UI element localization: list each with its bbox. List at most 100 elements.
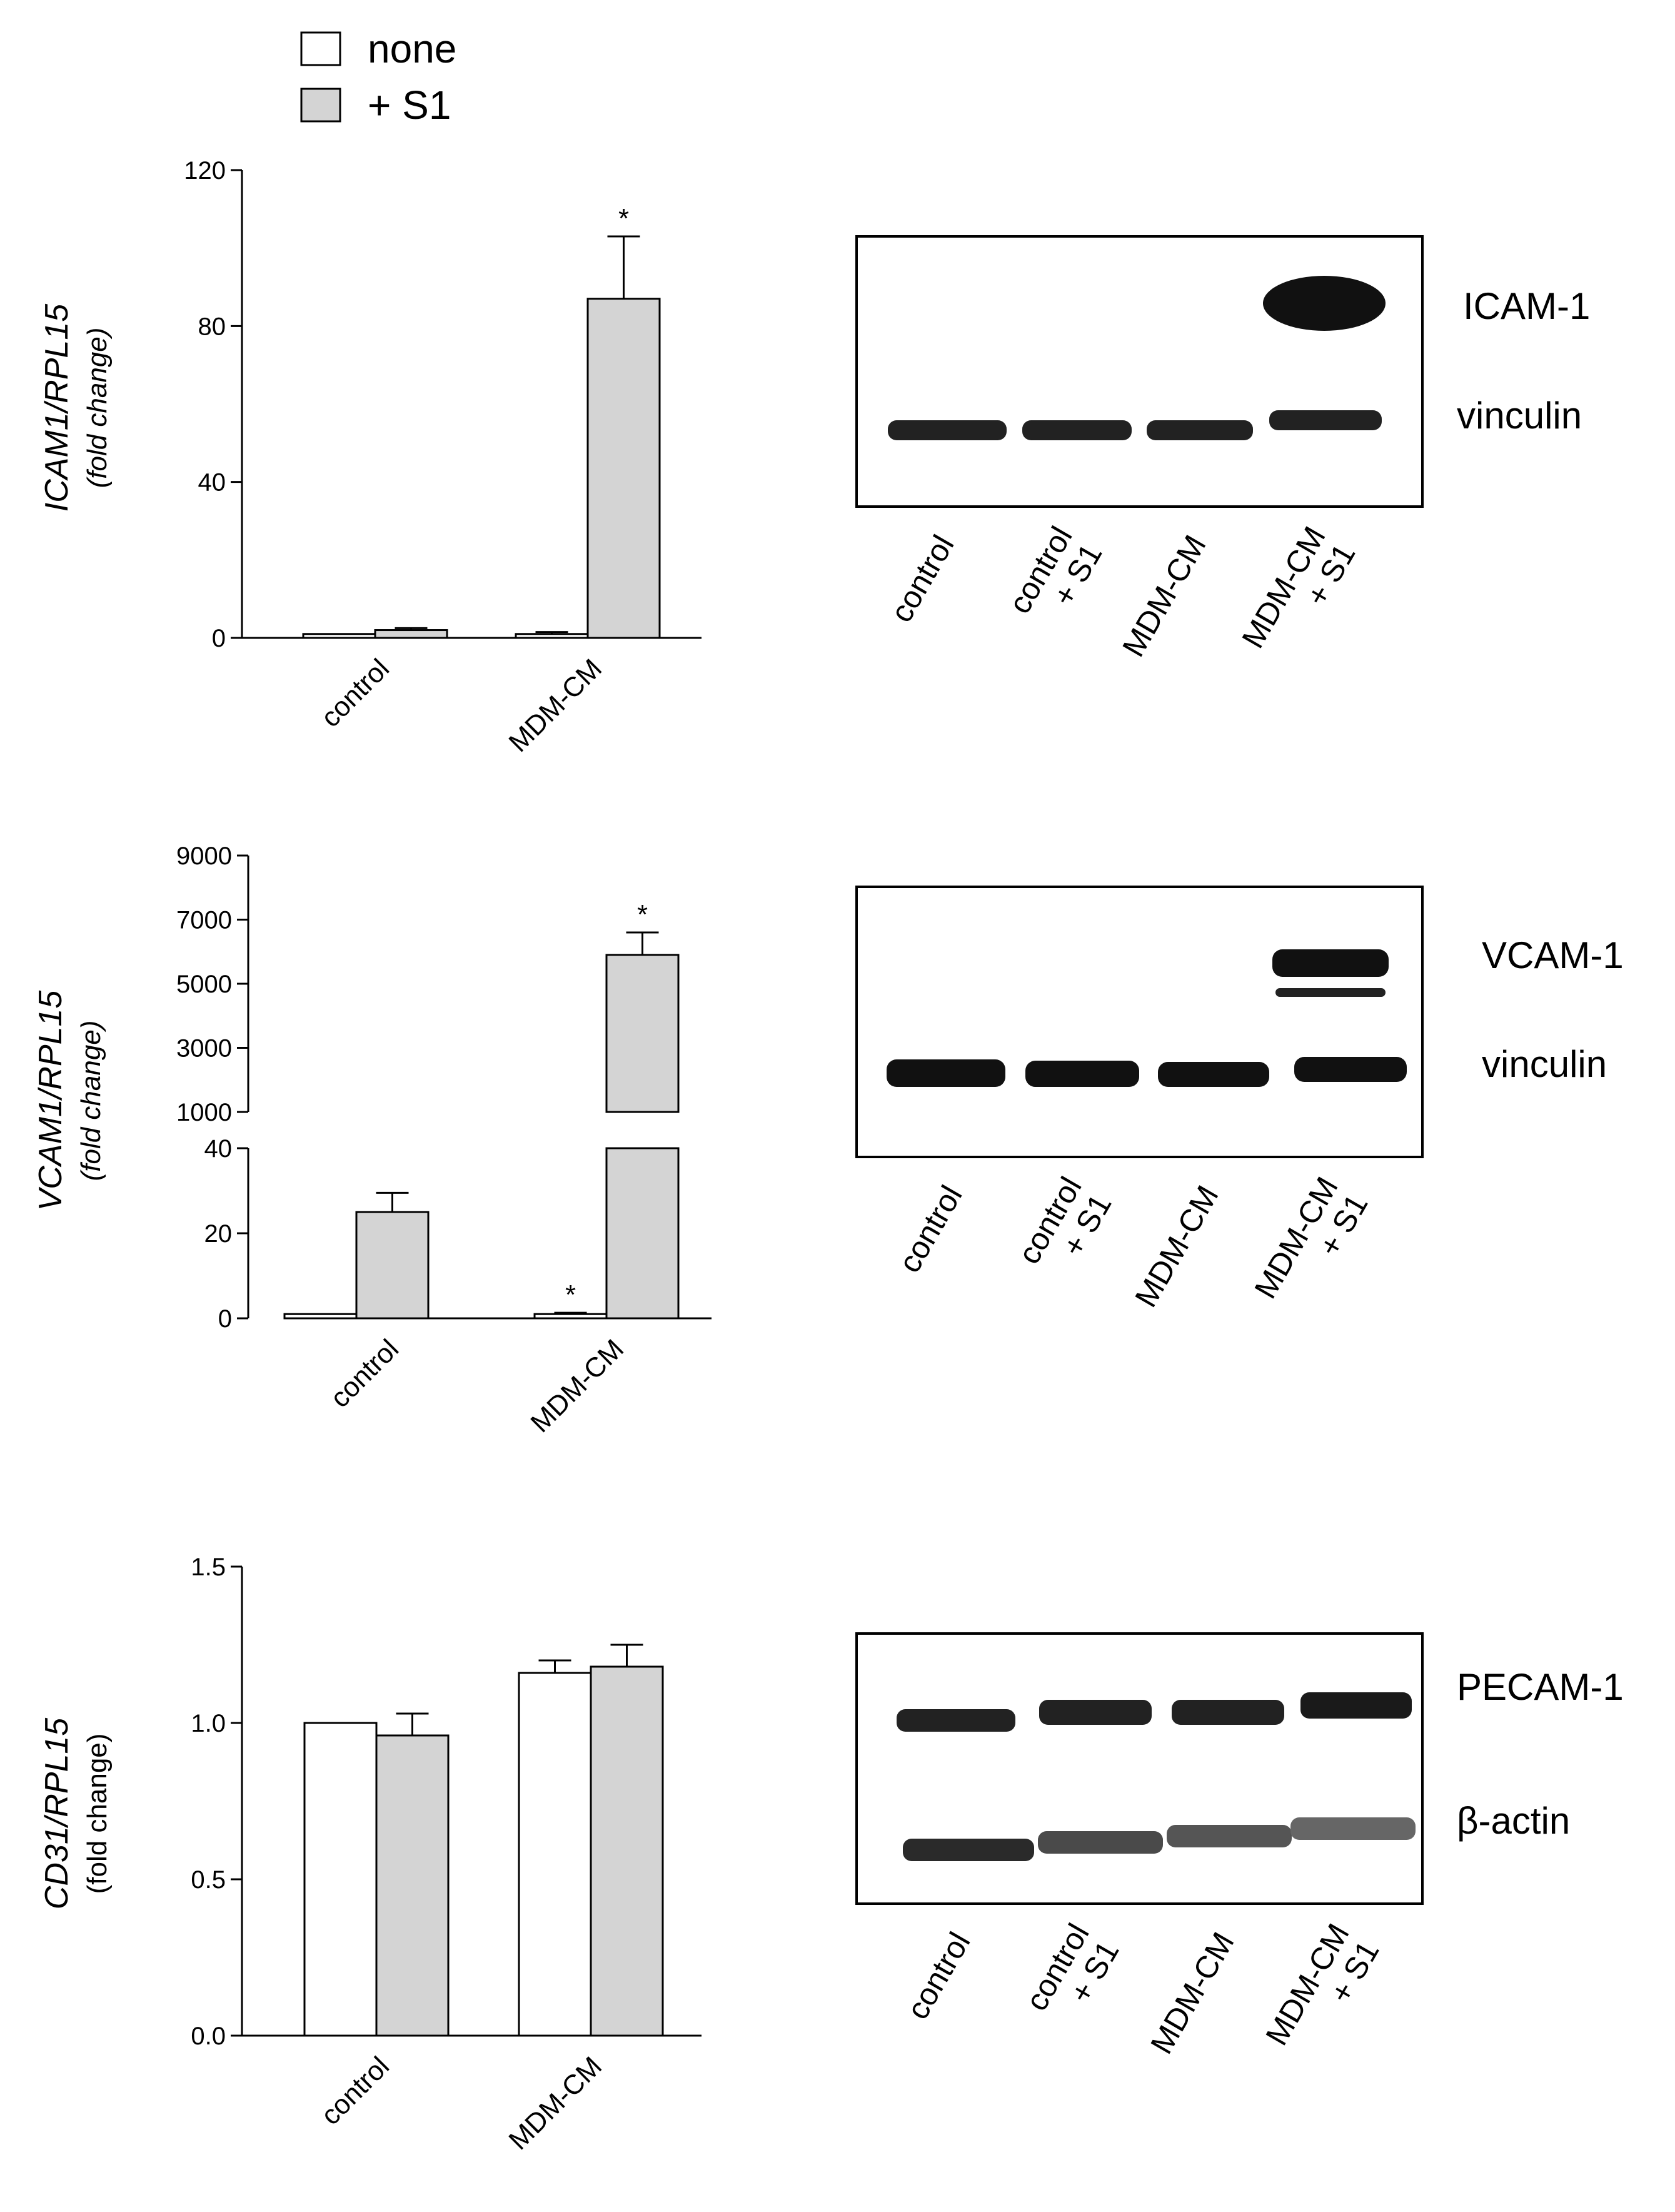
blot-vcam1-band-vcam1-lane4-lower <box>1275 988 1386 997</box>
blot-icam1-lane-label-2-line-0: MDM-CM <box>1115 529 1212 662</box>
chart-vcam1-ytick-upper-label-2: 5000 <box>176 971 232 998</box>
blot-icam1-lane-label-2: MDM-CM <box>1115 529 1212 662</box>
chart-cd31-ytick-label-2: 1.0 <box>191 1710 226 1737</box>
legend-label-none: none <box>368 26 456 71</box>
legend-swatch-none <box>300 31 341 66</box>
blot-icam1-band-icam1-lane4 <box>1263 276 1386 331</box>
chart-cd31-ytick-label-3: 1.5 <box>191 1553 226 1581</box>
blot-icam1-band-vinculin-lane4 <box>1269 410 1382 430</box>
chart-cd31-bars <box>303 1644 664 2037</box>
blot-vcam1-top-label: VCAM-1 <box>1482 934 1624 976</box>
blot-pecam1-lane-label-0-line-0: control <box>900 1926 977 2025</box>
chart-cd31-bar-none-control <box>303 1722 378 2037</box>
blot-vcam1-frame <box>855 886 1424 1158</box>
blot-vcam1-lane-label-2: MDM-CM <box>1128 1179 1225 1313</box>
blot-pecam1-band-actin-lane2 <box>1038 1831 1163 1854</box>
chart-vcam1-bar-s1-MDM-CM-lower <box>605 1147 680 1320</box>
chart-icam1-xtick-label-1: MDM-CM <box>503 653 608 758</box>
chart-vcam1-ytick-lower-label-1: 20 <box>204 1220 233 1248</box>
chart-cd31-xtick-label-1: MDM-CM <box>503 2051 608 2156</box>
blot-icam1-band-vinculin-lane1 <box>888 420 1007 440</box>
chart-vcam1-bar-s1-MDM-CM-upper <box>605 954 680 1113</box>
blot-vcam1: VCAM-1 vinculin control control+ S1 MDM-CM… <box>855 886 1624 1322</box>
chart-cd31-bar-s1-MDM-CM <box>590 1665 664 2037</box>
blot-icam1-bottom-label: vinculin <box>1457 395 1582 437</box>
chart-vcam1-ytick-lower-label-2: 40 <box>204 1135 233 1163</box>
blot-pecam1-lane-label-0: control <box>900 1926 977 2025</box>
blot-vcam1-lane-label-3: MDM-CM+ S1 <box>1247 1171 1374 1322</box>
chart-icam1-bar-none-control <box>302 633 376 639</box>
blot-vcam1-band-vcam1-lane4-upper <box>1272 949 1389 977</box>
chart-icam1-bar-s1-MDM-CM <box>586 298 661 639</box>
chart-icam1-xtick-label-0: control <box>315 653 395 733</box>
blot-vcam1-band-vinculin-lane1 <box>887 1059 1005 1087</box>
blot-vcam1-band-vinculin-lane2 <box>1025 1061 1139 1087</box>
chart-vcam1-ytick-upper-label-0: 1000 <box>176 1099 232 1126</box>
chart-vcam1-ytick-upper-label-4: 9000 <box>176 842 232 870</box>
chart-icam1-bar-none-MDM-CM <box>515 633 589 639</box>
blot-icam1-lane-label-1: control+ S1 <box>1002 521 1109 637</box>
blot-pecam1-band-pecam1-lane3 <box>1172 1700 1284 1725</box>
blot-pecam1-lane-label-2-line-0: MDM-CM <box>1144 1926 1240 2059</box>
chart-vcam1-sig-0-1: * <box>565 1280 576 1310</box>
blot-icam1-band-vinculin-lane2 <box>1022 420 1132 440</box>
chart-cd31-bar-s1-control <box>375 1734 450 2037</box>
blot-icam1-lane-label-3: MDM-CM+ S1 <box>1235 521 1362 672</box>
blot-pecam1-band-actin-lane4 <box>1290 1817 1416 1840</box>
chart-cd31-ylabel-title: CD31/RPL15 <box>39 1717 75 1909</box>
blot-icam1-lane-label-0: control <box>883 529 961 628</box>
blot-icam1: ICAM-1 vinculin control control+ S1 MDM-CM… <box>855 235 1590 672</box>
blot-vcam1-lane-label-1: control+ S1 <box>1011 1171 1118 1287</box>
chart-cd31-ytick-label-1: 0.5 <box>191 1866 226 1894</box>
blot-icam1-lane-label-0-line-0: control <box>883 529 961 628</box>
blot-pecam1-band-actin-lane3 <box>1167 1825 1292 1847</box>
chart-vcam1-ylabel-title: VCAM1/RPL15 <box>33 990 69 1211</box>
legend-swatch-s1 <box>300 88 341 123</box>
blot-pecam1-lane-labels: control control+ S1 MDM-CM MDM-CM+ S1 <box>900 1918 1386 2069</box>
blot-icam1-band-vinculin-lane3 <box>1147 420 1253 440</box>
chart-cd31-ytick-label-0: 0.0 <box>191 2023 226 2050</box>
blot-vcam1-band-vinculin-lane4 <box>1294 1057 1407 1082</box>
chart-vcam1-xtick-label-0: control <box>324 1333 405 1413</box>
blot-pecam1-lane-label-2: MDM-CM <box>1144 1926 1240 2059</box>
blot-icam1-lane-labels: control control+ S1 MDM-CM MDM-CM+ S1 <box>883 521 1362 672</box>
blot-pecam1-band-actin-lane1 <box>903 1839 1034 1861</box>
chart-vcam1-bar-none-MDM-CM <box>533 1313 608 1320</box>
chart-vcam1-bar-s1-control <box>355 1211 430 1320</box>
chart-cd31-xtick-label-0: control <box>315 2051 395 2131</box>
legend-label-s1: + S1 <box>368 83 451 128</box>
blot-pecam1: PECAM-1 β-actin control control+ S1 MDM-CM… <box>855 1632 1624 2069</box>
chart-vcam1-ytick-upper-label-1: 3000 <box>176 1035 232 1063</box>
chart-icam1-bar-s1-control <box>374 629 448 639</box>
chart-icam1-sig-1-1: * <box>618 203 629 234</box>
chart-cd31-ylabel-sub: (fold change) <box>82 1734 113 1894</box>
chart-vcam1-sig-1-1: * <box>637 899 648 930</box>
chart-icam1-ytick-label-0: 0 <box>212 625 226 652</box>
chart-icam1-ytick-label-2: 80 <box>198 313 226 340</box>
chart-icam1: ICAM1/RPL15 (fold change) 0 40 80 120 contro… <box>39 157 702 758</box>
chart-vcam1-ylabel: VCAM1/RPL15 (fold change) <box>33 990 106 1211</box>
chart-icam1-ylabel: ICAM1/RPL15 (fold change) <box>39 303 113 512</box>
chart-icam1-ytick-label-1: 40 <box>198 469 226 497</box>
chart-vcam1-bars: ** <box>283 899 680 1320</box>
blot-vcam1-bottom-label: vinculin <box>1482 1043 1607 1085</box>
chart-vcam1: VCAM1/RPL15 (fold change) 1000 3000 5000 70… <box>33 842 712 1438</box>
blot-icam1-top-label: ICAM-1 <box>1463 285 1590 327</box>
blot-pecam1-bottom-label: β-actin <box>1457 1800 1570 1842</box>
chart-vcam1-bar-none-control <box>283 1313 358 1320</box>
blot-pecam1-lane-label-1: control+ S1 <box>1019 1918 1125 2034</box>
blot-vcam1-lane-label-2-line-0: MDM-CM <box>1128 1179 1225 1313</box>
blot-pecam1-band-pecam1-lane4 <box>1300 1692 1412 1719</box>
blot-pecam1-frame <box>855 1632 1424 1905</box>
chart-vcam1-xtick-label-1: MDM-CM <box>525 1333 630 1438</box>
chart-icam1-ylabel-sub: (fold change) <box>82 328 113 488</box>
chart-icam1-bars: * <box>302 203 661 639</box>
blot-pecam1-band-pecam1-lane2 <box>1039 1700 1152 1725</box>
chart-vcam1-ytick-upper-label-3: 7000 <box>176 907 232 934</box>
legend: none + S1 <box>300 26 456 128</box>
blot-vcam1-band-vinculin-lane3 <box>1158 1062 1269 1087</box>
blot-vcam1-lane-label-0-line-0: control <box>892 1179 969 1278</box>
chart-cd31-bar-none-MDM-CM <box>518 1672 592 2037</box>
blot-pecam1-lane-label-3: MDM-CM+ S1 <box>1259 1918 1386 2069</box>
